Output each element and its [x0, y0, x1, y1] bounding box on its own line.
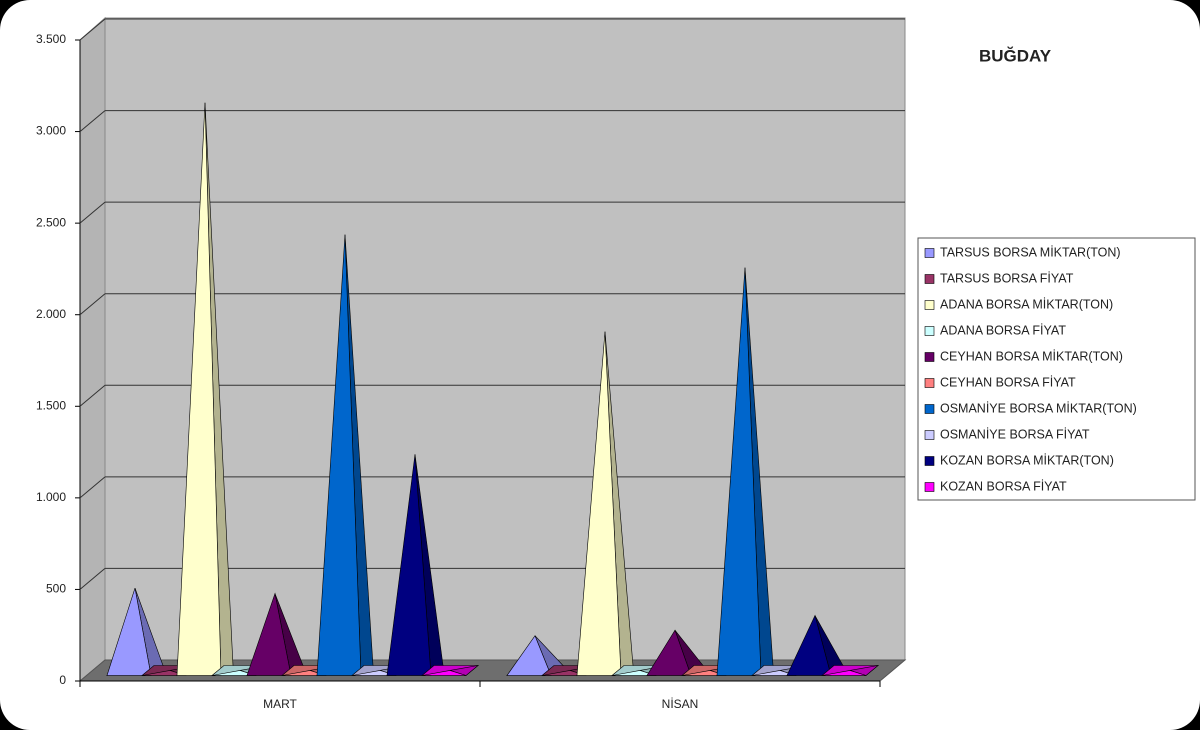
legend-label: TARSUS BORSA MİKTAR(TON)	[940, 245, 1121, 259]
legend-swatch	[924, 352, 935, 362]
pyramid-front	[646, 629, 692, 676]
legend-label: OSMANİYE BORSA FİYAT	[940, 427, 1090, 441]
legend-label: CEYHAN BORSA MİKTAR(TON)	[940, 349, 1123, 363]
y-tick-label: 3.500	[36, 32, 66, 46]
pyramid	[316, 234, 374, 677]
legend-swatch	[924, 248, 935, 258]
legend-label: CEYHAN BORSA FİYAT	[940, 375, 1076, 389]
legend-swatch	[924, 430, 935, 440]
grid-line	[79, 568, 106, 590]
y-tick-label: 2.500	[36, 215, 66, 229]
legend-label: ADANA BORSA FİYAT	[940, 323, 1066, 337]
legend-swatch	[924, 326, 935, 336]
pyramid-front	[786, 614, 832, 676]
pyramid	[246, 592, 304, 677]
legend-swatch	[924, 482, 935, 492]
pyramid	[106, 587, 164, 677]
pyramid	[176, 102, 234, 677]
legend	[917, 237, 1196, 501]
pyramid-front	[576, 331, 622, 676]
grid-line	[79, 18, 106, 41]
x-tick-label: NİSAN	[662, 697, 699, 711]
y-tick-label: 500	[46, 582, 66, 596]
pyramid-front	[176, 102, 222, 676]
grid-line	[79, 384, 106, 407]
legend-label: ADANA BORSA MİKTAR(TON)	[940, 297, 1113, 311]
chart-title: BUĞDAY	[979, 46, 1052, 65]
pyramid-front	[246, 592, 292, 676]
legend-label: KOZAN BORSA MİKTAR(TON)	[940, 453, 1114, 467]
y-tick-label: 2.000	[36, 307, 66, 321]
legend-swatch	[924, 378, 935, 388]
pyramid-front	[421, 670, 467, 676]
pyramid-front	[611, 670, 657, 676]
legend-swatch	[924, 274, 935, 284]
legend-label: TARSUS BORSA FİYAT	[940, 271, 1074, 285]
side-wall	[79, 16, 106, 683]
legend-label: KOZAN BORSA FİYAT	[940, 479, 1067, 493]
y-tick-label: 1.000	[36, 490, 66, 504]
pyramid-front	[506, 635, 552, 676]
x-tick-label: MART	[263, 697, 297, 711]
legend-swatch	[924, 456, 935, 466]
grid-line	[79, 110, 106, 132]
legend-swatch	[924, 300, 935, 310]
grid-line	[79, 293, 106, 316]
legend-swatch	[924, 404, 935, 414]
legend-label: OSMANİYE BORSA MİKTAR(TON)	[940, 401, 1137, 415]
grid-line	[79, 201, 106, 224]
pyramid-front	[386, 454, 432, 676]
y-tick-label: 3.000	[36, 124, 66, 138]
pyramid-front	[821, 670, 867, 676]
pyramid-front	[106, 587, 152, 676]
pyramid	[421, 665, 480, 676]
pyramid	[821, 665, 880, 676]
grid-line	[79, 476, 106, 499]
pyramid-front	[316, 234, 362, 676]
y-tick-label: 0	[59, 673, 66, 687]
y-tick-label: 1.500	[36, 398, 66, 412]
back-wall	[104, 17, 906, 661]
pyramid-front	[716, 267, 762, 676]
